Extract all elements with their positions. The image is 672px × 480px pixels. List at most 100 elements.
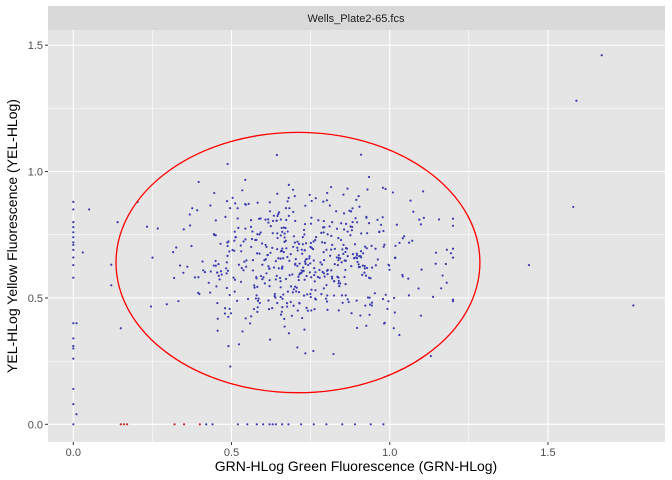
data-point (325, 269, 329, 272)
data-point (370, 266, 374, 269)
data-point (310, 276, 313, 279)
data-point (431, 295, 435, 298)
data-point (290, 314, 293, 317)
data-point (322, 272, 326, 275)
data-point (279, 257, 282, 260)
data-point (352, 257, 356, 260)
data-point (353, 423, 357, 426)
data-point (177, 300, 180, 303)
data-point (262, 276, 265, 279)
data-point (314, 271, 317, 274)
data-point (310, 309, 313, 312)
data-point (362, 252, 365, 255)
data-point (329, 254, 332, 257)
data-point (600, 54, 603, 57)
data-point (363, 271, 366, 274)
data-point (318, 268, 321, 272)
data-point (382, 229, 385, 233)
data-point (209, 270, 212, 273)
data-point (360, 232, 363, 235)
data-point (257, 297, 260, 300)
data-point (250, 315, 253, 318)
data-point (268, 267, 271, 270)
data-point (202, 269, 205, 272)
data-point (240, 266, 243, 270)
data-point (241, 189, 244, 192)
data-point (407, 277, 410, 280)
data-point (226, 244, 229, 248)
data-point (297, 290, 301, 294)
data-point (333, 247, 336, 250)
y-tick-label: 1.0 (28, 167, 43, 179)
data-point (361, 264, 364, 267)
data-point (305, 274, 308, 278)
data-point (72, 256, 75, 259)
data-point (292, 235, 296, 238)
data-point (281, 230, 284, 233)
data-point (215, 285, 218, 288)
data-point (267, 308, 271, 311)
data-point (268, 423, 271, 426)
data-point (259, 231, 262, 234)
data-point (241, 330, 244, 333)
data-point (244, 178, 247, 181)
data-point (333, 262, 336, 266)
data-point (300, 248, 303, 251)
data-point (242, 269, 245, 272)
data-point (280, 310, 283, 313)
data-point (320, 231, 323, 234)
data-point (367, 175, 371, 179)
data-point (276, 214, 279, 218)
data-point (271, 219, 275, 223)
data-point (75, 413, 78, 416)
data-point (291, 291, 294, 294)
data-point (322, 219, 325, 223)
data-point (365, 324, 368, 327)
data-point (282, 293, 285, 296)
data-point (383, 321, 386, 324)
data-point (359, 250, 363, 253)
data-point (277, 212, 280, 216)
data-point (409, 199, 412, 202)
plot-panel (48, 30, 665, 442)
data-point (330, 277, 334, 280)
data-point (279, 234, 282, 237)
data-point (349, 225, 352, 228)
data-point (276, 248, 279, 251)
data-point (207, 281, 210, 284)
gate-ellipse (115, 131, 481, 394)
data-point (237, 343, 241, 346)
data-point (351, 225, 354, 229)
data-point (308, 255, 311, 258)
data-point (337, 282, 340, 285)
data-point (236, 423, 239, 426)
data-point (72, 263, 75, 267)
data-point (632, 304, 635, 307)
major-gridlines (48, 30, 665, 442)
data-point (223, 312, 227, 315)
data-point (294, 285, 297, 288)
data-point (216, 317, 219, 320)
data-point (245, 265, 248, 268)
data-point (345, 247, 349, 250)
data-point (309, 222, 313, 225)
data-point (292, 288, 295, 291)
data-point (246, 423, 249, 426)
data-point (342, 193, 345, 196)
data-point (387, 263, 390, 266)
data-point (251, 259, 255, 262)
data-point (249, 322, 252, 325)
data-point (284, 207, 288, 210)
data-point (340, 261, 343, 264)
data-point (339, 282, 342, 285)
data-point (287, 214, 290, 217)
data-point (309, 245, 312, 248)
data-point (351, 207, 354, 210)
data-point (273, 294, 276, 298)
data-point (366, 296, 370, 299)
data-point (303, 278, 306, 281)
data-point (382, 423, 385, 426)
data-point (306, 293, 309, 296)
data-point (228, 307, 231, 311)
data-point (276, 301, 279, 305)
